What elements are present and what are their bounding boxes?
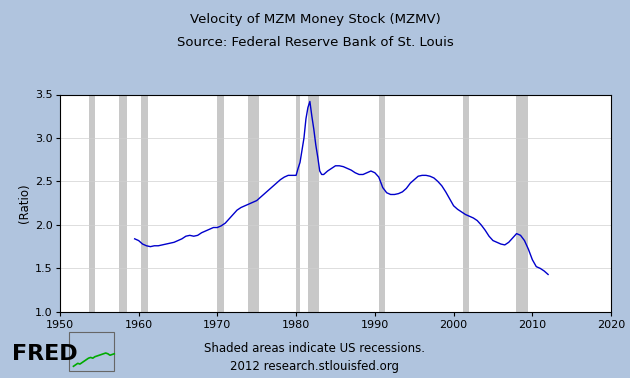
Bar bbox=[89, 94, 95, 312]
Y-axis label: (Ratio): (Ratio) bbox=[18, 183, 31, 223]
Bar bbox=[296, 94, 300, 312]
Bar bbox=[248, 94, 259, 312]
Bar bbox=[379, 94, 385, 312]
Bar bbox=[119, 94, 127, 312]
Bar bbox=[217, 94, 224, 312]
Text: Source: Federal Reserve Bank of St. Louis: Source: Federal Reserve Bank of St. Loui… bbox=[176, 36, 454, 49]
Bar bbox=[308, 94, 319, 312]
Text: FRED: FRED bbox=[12, 344, 78, 364]
Text: 2012 research.stlouisfed.org: 2012 research.stlouisfed.org bbox=[231, 360, 399, 373]
Bar bbox=[464, 94, 469, 312]
Bar bbox=[140, 94, 149, 312]
Text: Velocity of MZM Money Stock (MZMV): Velocity of MZM Money Stock (MZMV) bbox=[190, 13, 440, 26]
Bar bbox=[516, 94, 529, 312]
Text: Shaded areas indicate US recessions.: Shaded areas indicate US recessions. bbox=[205, 342, 425, 355]
